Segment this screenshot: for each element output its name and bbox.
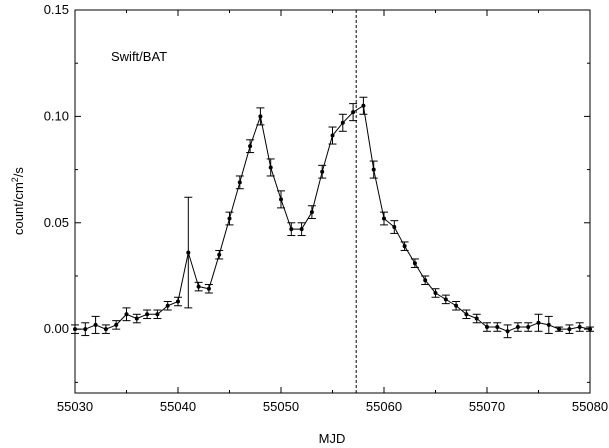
data-point	[176, 299, 180, 304]
data-point	[114, 322, 119, 327]
data-point	[299, 227, 304, 232]
data-point	[567, 327, 572, 332]
data-point	[103, 327, 108, 332]
plot-frame	[74, 9, 591, 394]
data-point	[289, 227, 294, 232]
data-point	[279, 197, 283, 202]
x-tick-label: 55070	[469, 399, 505, 414]
data-point	[515, 325, 520, 330]
data-point	[485, 325, 489, 330]
data-point	[330, 133, 335, 138]
data-point	[155, 312, 160, 317]
data-point	[371, 167, 376, 172]
data-point	[320, 169, 325, 174]
data-point	[546, 322, 551, 327]
data-point	[227, 216, 232, 221]
data-point	[145, 312, 150, 317]
data-point	[186, 250, 191, 255]
data-point	[402, 244, 407, 249]
y-axis-title-superscript: 2	[10, 177, 20, 182]
data-point	[134, 316, 139, 321]
data-point	[495, 325, 500, 330]
data-point	[382, 216, 386, 221]
x-axis-title: MJD	[319, 431, 346, 446]
data-point	[464, 312, 469, 317]
y-axis-title-main: count/cm	[11, 182, 26, 235]
data-point	[206, 286, 211, 291]
data-point	[392, 225, 397, 230]
data-point	[268, 165, 273, 170]
data-point	[217, 252, 222, 257]
data-point	[165, 303, 170, 308]
x-tick-label: 55050	[263, 399, 299, 414]
data-point	[443, 297, 448, 302]
data-point	[361, 103, 366, 108]
data-point	[124, 312, 129, 317]
data-point	[196, 284, 201, 289]
data-point	[73, 327, 77, 332]
x-tick-label: 55030	[57, 399, 93, 414]
data-point	[588, 327, 592, 332]
data-point	[237, 180, 242, 185]
data-point	[351, 110, 356, 115]
x-axis-ticks: 55030 55040 55050 55060 55070 55080	[57, 10, 608, 414]
y-tick-label: 0.05	[44, 215, 69, 230]
data-point	[505, 329, 510, 334]
y-axis-title: count/cm2/s	[10, 167, 26, 235]
data-point	[577, 325, 582, 330]
data-point	[93, 322, 98, 327]
y-axis-title-tail: /s	[11, 167, 26, 178]
instrument-annotation: Swift/BAT	[111, 49, 167, 64]
data-point	[536, 320, 541, 325]
y-tick-label: 0.10	[44, 108, 69, 123]
data-point	[258, 114, 263, 119]
data-point	[557, 327, 562, 332]
data-point	[433, 290, 438, 295]
x-tick-label: 55080	[572, 399, 608, 414]
series-group	[71, 96, 594, 339]
data-point	[83, 327, 88, 332]
data-point	[412, 261, 417, 266]
data-point	[526, 325, 531, 330]
y-tick-label: 0.15	[44, 2, 69, 17]
data-point	[248, 144, 253, 149]
x-tick-label: 55060	[366, 399, 402, 414]
data-point	[340, 120, 345, 125]
data-point	[423, 278, 428, 283]
data-point	[454, 303, 459, 308]
x-tick-label: 55040	[160, 399, 196, 414]
data-point	[474, 316, 479, 321]
y-tick-label: 0.00	[44, 321, 69, 336]
data-point	[309, 210, 314, 215]
